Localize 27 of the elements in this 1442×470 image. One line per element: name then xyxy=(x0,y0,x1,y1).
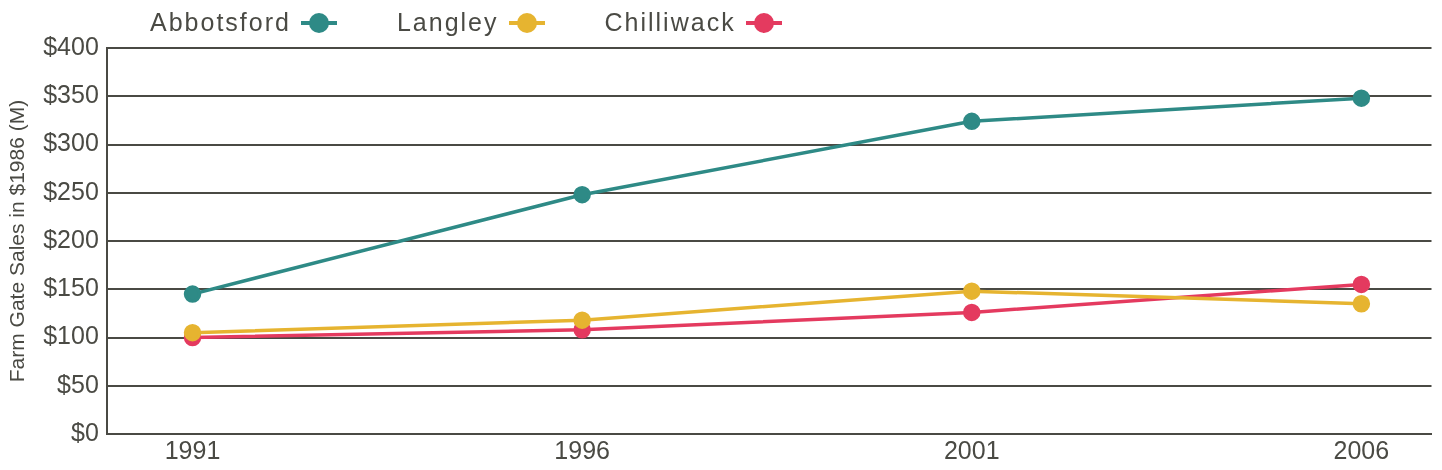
x-tick-label: 2006 xyxy=(1333,435,1390,464)
x-tick-label: 1996 xyxy=(554,435,610,464)
x-tick-label: 2001 xyxy=(943,435,1000,464)
point xyxy=(1352,89,1371,107)
point xyxy=(573,185,591,204)
point xyxy=(183,285,202,303)
y-axis-title: Farm Gate Sales in $1986 (M) xyxy=(5,99,29,383)
legend-label: Langley xyxy=(396,8,499,37)
y-tick-label: $350 xyxy=(43,80,99,109)
y-tick-label: $300 xyxy=(43,128,99,157)
y-tick-label: $200 xyxy=(43,224,99,253)
legend-label: Abbotsford xyxy=(150,8,291,37)
point xyxy=(963,303,981,322)
y-tick-label: $400 xyxy=(43,31,99,60)
y-tick-label: $50 xyxy=(57,369,99,398)
y-tick-label: $100 xyxy=(43,321,99,350)
point xyxy=(1352,294,1371,313)
point xyxy=(963,282,981,300)
x-tick-label: 1991 xyxy=(164,435,221,464)
y-tick-label: $150 xyxy=(43,273,99,302)
legend-label: Chilliwack xyxy=(604,8,736,37)
y-tick-label: $0 xyxy=(71,417,99,446)
y-tick-label: $250 xyxy=(43,176,99,205)
point xyxy=(1352,275,1371,294)
point xyxy=(963,112,981,131)
point xyxy=(183,323,202,342)
point xyxy=(573,311,591,329)
